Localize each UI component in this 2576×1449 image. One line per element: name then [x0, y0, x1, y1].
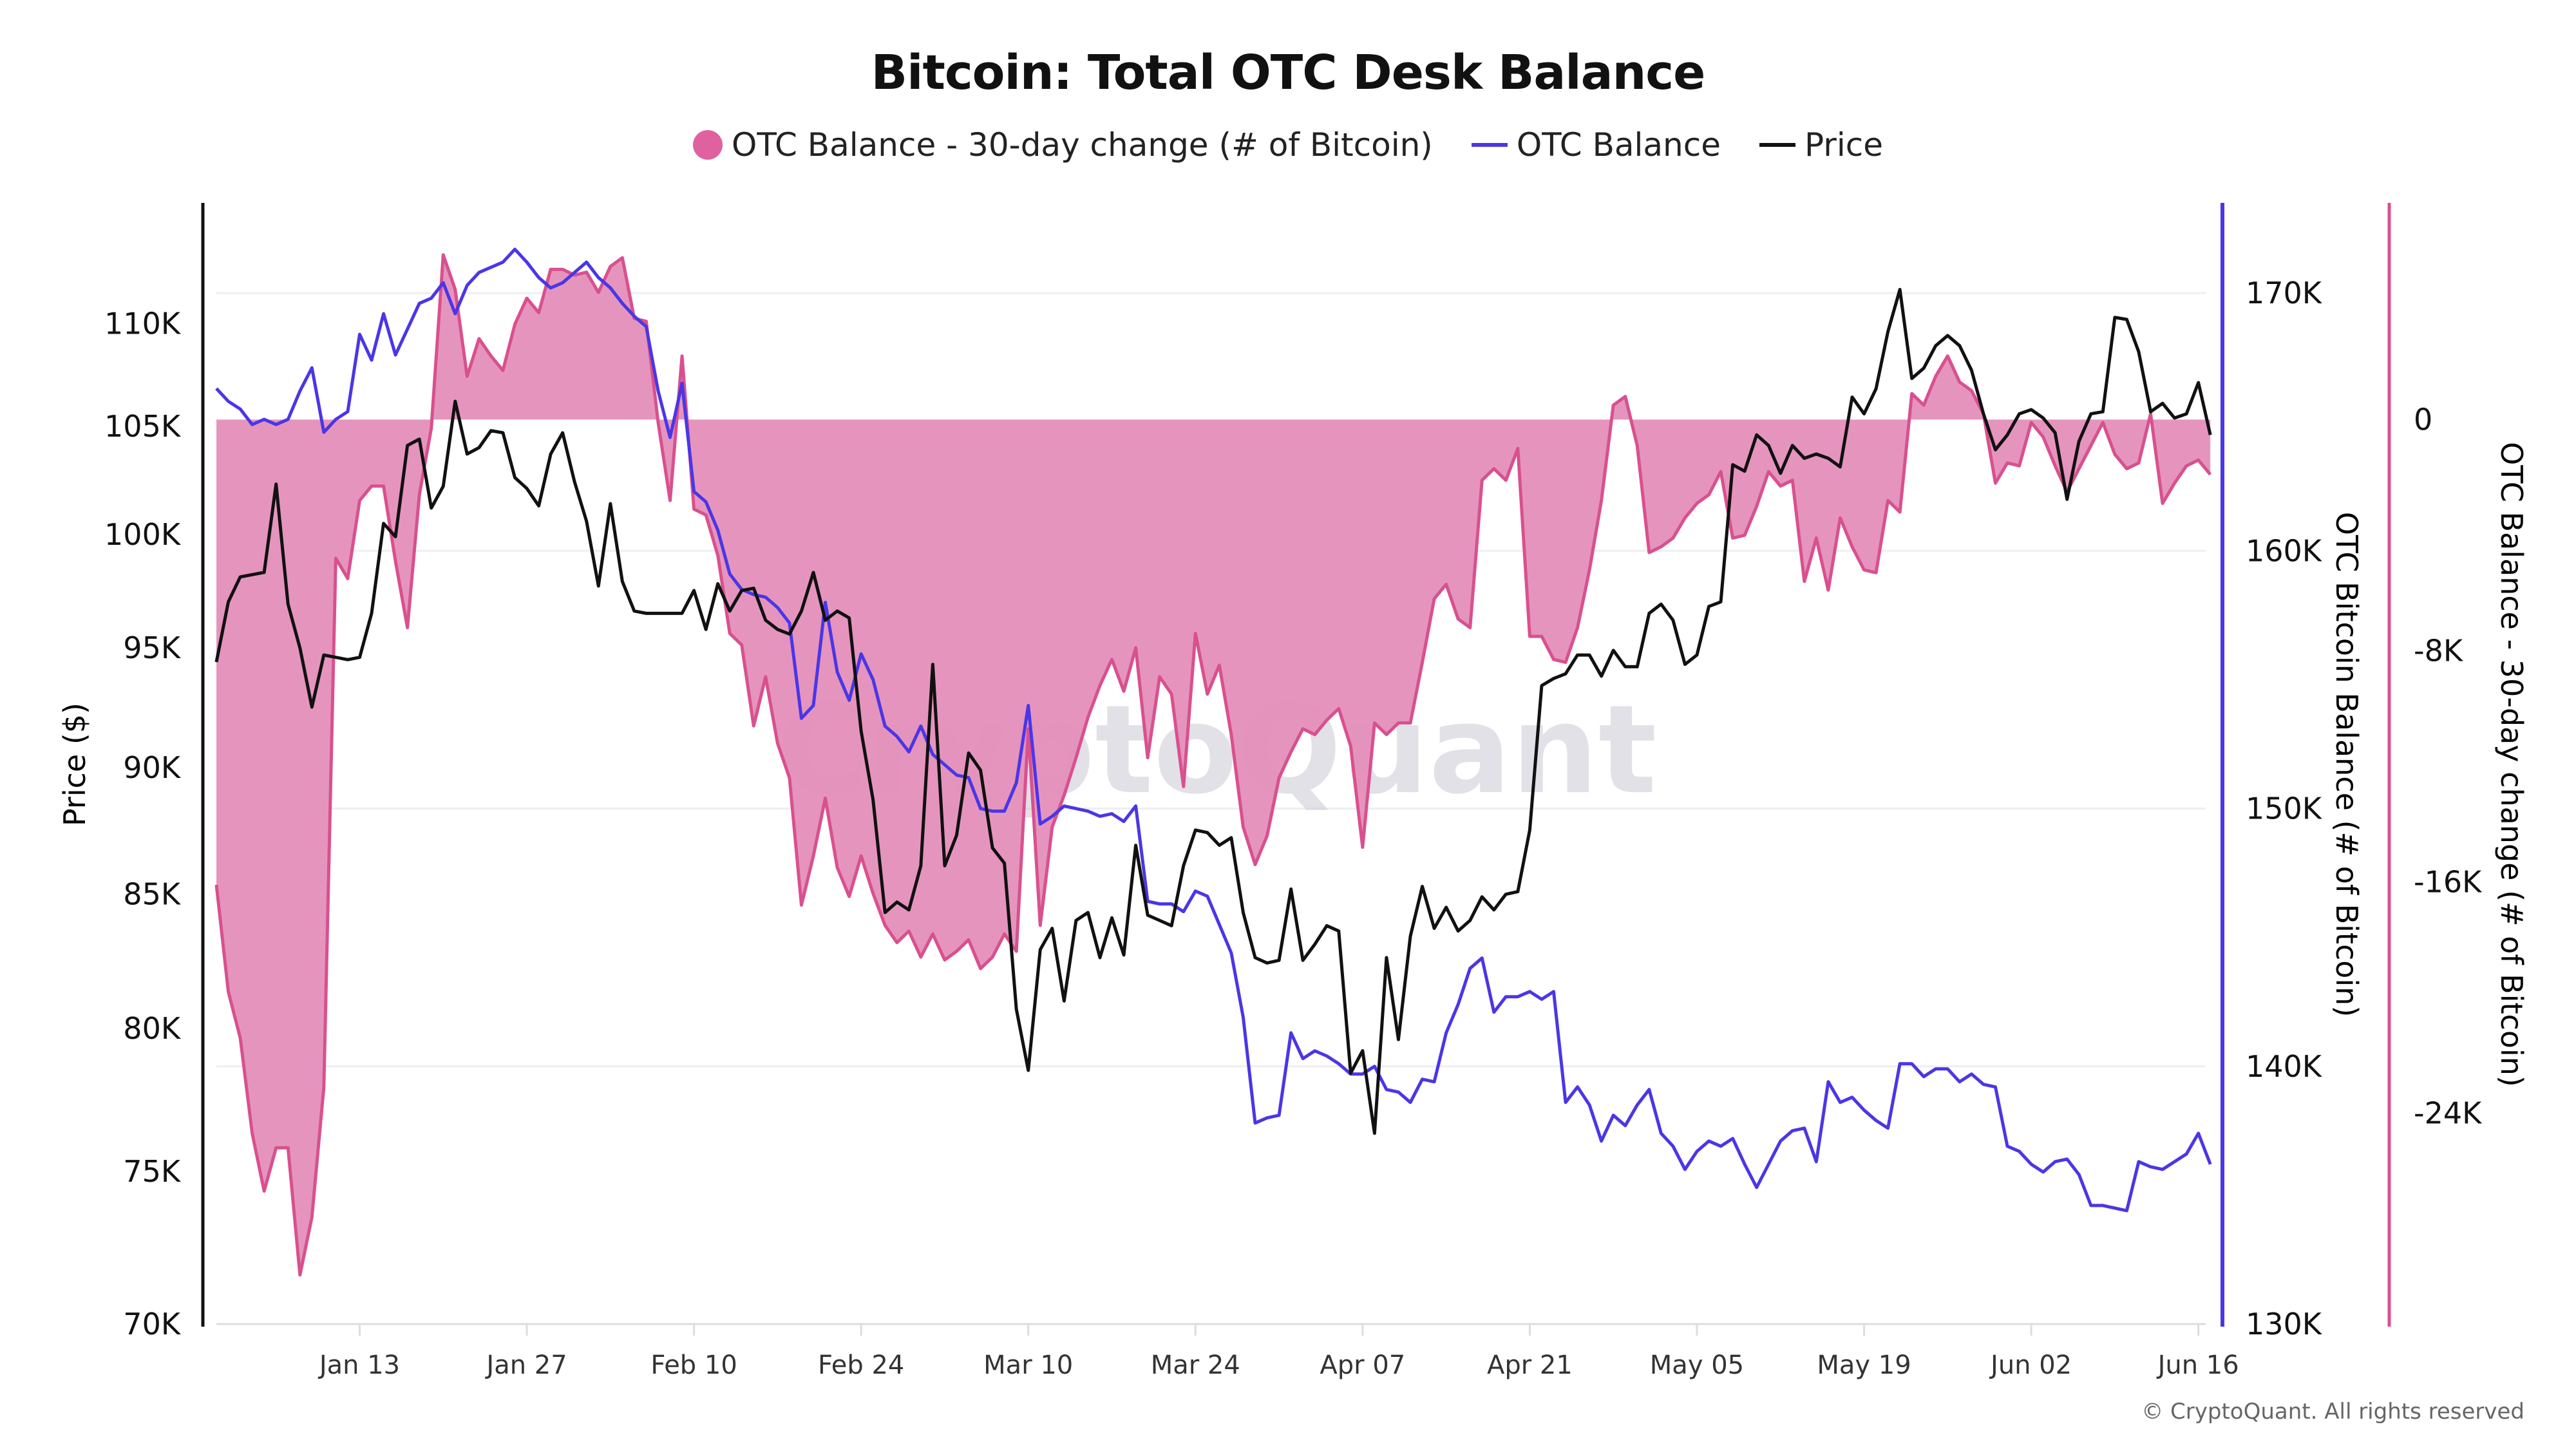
x-tick-label: Apr 21: [1487, 1350, 1573, 1380]
y-tick-label-price: 70K: [123, 1307, 182, 1341]
x-tick-label: Feb 24: [818, 1350, 904, 1380]
y-tick-label-balance: 170K: [2246, 276, 2323, 310]
y-tick-label-balance: 130K: [2246, 1307, 2323, 1341]
line-otc-balance-30d-change: [214, 253, 2212, 1277]
y-tick-label-price: 95K: [123, 630, 182, 665]
legend-swatch-circle-icon: [693, 130, 723, 160]
x-tick-label: May 05: [1650, 1350, 1744, 1380]
y-tick-label-change: -24K: [2414, 1095, 2483, 1130]
x-tick-label: Jun 16: [2156, 1350, 2239, 1380]
legend-swatch-line-icon: [1759, 143, 1795, 147]
y-tick-label-price: 80K: [123, 1011, 182, 1046]
line-otc-balance: [215, 247, 2212, 1213]
x-tick-label: Jan 13: [317, 1350, 400, 1380]
x-tick-label: Jan 27: [484, 1350, 567, 1380]
y-axis-title-balance: OTC Bitcoin Balance (# of Bitcoin): [2329, 512, 2364, 1018]
x-tick-label: Feb 10: [650, 1350, 737, 1380]
copyright: © CryptoQuant. All rights reserved: [2141, 1399, 2524, 1425]
x-tick-label: Mar 24: [1151, 1350, 1240, 1380]
y-tick-label-price: 90K: [123, 750, 182, 785]
y-tick-label-price: 110K: [104, 306, 182, 341]
y-tick-label-balance: 150K: [2246, 791, 2323, 826]
legend-item-price[interactable]: Price: [1759, 126, 1883, 164]
axes: 70K 75K 80K 85K 90K 95K 100K 105K 110K 130K 140K 15…: [104, 203, 2483, 1380]
legend: OTC Balance - 30-day change (# of Bitcoi…: [0, 126, 2576, 164]
y-axis-title-price: Price ($): [57, 703, 92, 826]
legend-label: OTC Balance - 30-day change (# of Bitcoi…: [732, 126, 1433, 164]
legend-item-change[interactable]: OTC Balance - 30-day change (# of Bitcoi…: [693, 126, 1433, 164]
y-tick-label-price: 105K: [104, 409, 182, 444]
x-tick-label: Jun 02: [1989, 1350, 2072, 1380]
y-tick-label-price: 75K: [123, 1154, 182, 1189]
chart-title: Bitcoin: Total OTC Desk Balance: [871, 45, 1706, 100]
y-tick-label-change: -16K: [2414, 864, 2483, 899]
x-tick-label: May 19: [1817, 1350, 1911, 1380]
x-tick-label: Apr 07: [1320, 1350, 1405, 1380]
y-tick-label-price: 100K: [104, 517, 182, 552]
line-price: [214, 288, 2212, 1135]
legend-item-balance[interactable]: OTC Balance: [1471, 126, 1721, 164]
x-tick-label: Mar 10: [983, 1350, 1073, 1380]
y-axis-title-change: OTC Balance - 30-day change (# of Bitcoi…: [2494, 442, 2529, 1087]
y-tick-label-change: -8K: [2414, 634, 2464, 668]
area-otc-balance-30d-change: [216, 254, 2211, 1275]
legend-swatch-line-icon: [1471, 143, 1508, 147]
y-tick-label-balance: 140K: [2246, 1049, 2323, 1084]
legend-label: Price: [1804, 126, 1883, 164]
y-tick-label-price: 85K: [123, 877, 182, 912]
legend-label: OTC Balance: [1516, 126, 1721, 164]
series-layer: [214, 247, 2212, 1277]
y-tick-label-change: 0: [2414, 402, 2432, 437]
y-tick-label-balance: 160K: [2246, 533, 2323, 568]
